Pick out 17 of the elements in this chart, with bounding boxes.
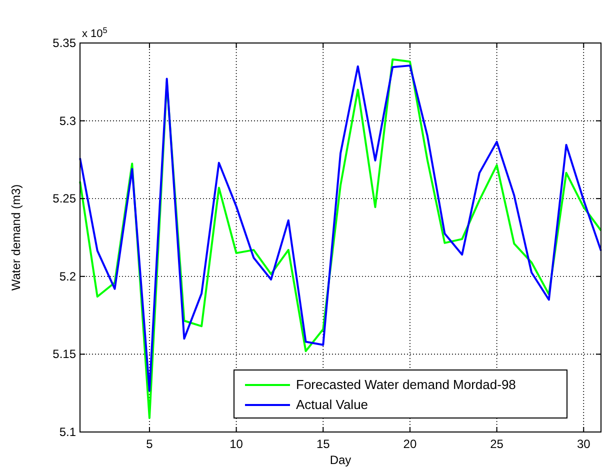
y-tick-label: 5.15 xyxy=(52,347,76,362)
x-tick-label: 5 xyxy=(146,437,154,451)
text: x 10$^{5}$ xyxy=(82,26,108,40)
y-tick-label: 5.3 xyxy=(59,114,76,128)
x-axis-title: Day xyxy=(330,453,352,467)
legend-label: Forecasted Water demand Mordad-98 xyxy=(296,377,516,392)
x-tick-label: 30 xyxy=(576,437,591,451)
y-tick-label: 5.2 xyxy=(59,269,76,284)
legend-label: Actual Value xyxy=(296,397,368,412)
y-tick-label: 5.25 xyxy=(52,192,76,206)
y-axis-title: Water demand (m3) xyxy=(9,184,23,291)
y-tick-label: 5.35 xyxy=(52,36,76,50)
x-tick-label: 15 xyxy=(316,437,330,451)
x-tick-label: 20 xyxy=(403,437,417,451)
y-tick-label: 5.1 xyxy=(59,425,76,439)
x-tick-label: 25 xyxy=(490,437,504,451)
x-tick-label: 10 xyxy=(230,437,244,451)
